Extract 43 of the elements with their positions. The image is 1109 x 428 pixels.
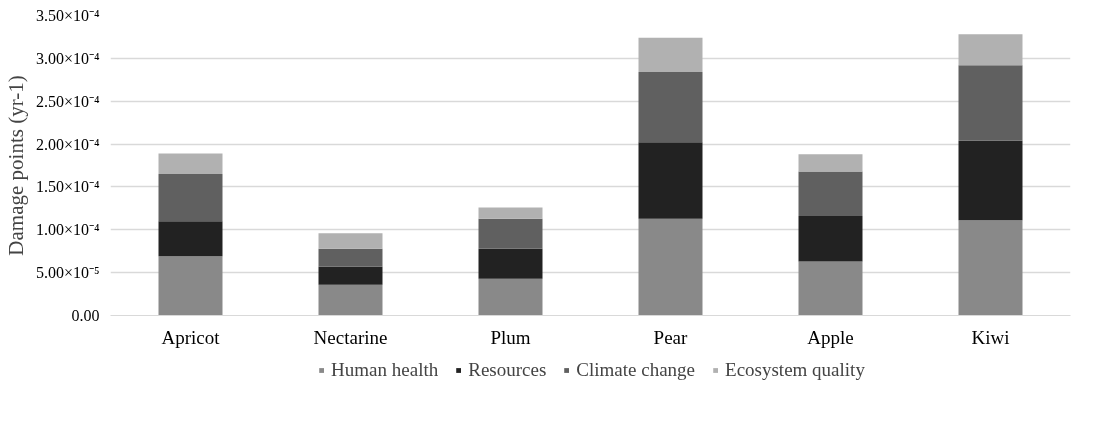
bar xyxy=(158,221,223,257)
bar xyxy=(478,218,543,249)
bar xyxy=(958,65,1023,141)
y-tick-label: 2.50×10⁻⁴ xyxy=(35,92,100,110)
bar xyxy=(318,233,383,249)
bar xyxy=(158,153,223,175)
bar xyxy=(318,248,383,267)
y-tick-label: 0.00 xyxy=(71,307,100,324)
bar xyxy=(958,34,1023,66)
bar xyxy=(318,266,383,285)
x-tick-label: Apricot xyxy=(161,326,221,348)
bar xyxy=(798,171,863,217)
y-tick-label: 1.50×10⁻⁴ xyxy=(35,178,100,196)
bar xyxy=(158,174,223,222)
bar xyxy=(958,140,1023,221)
y-tick-label: 2.00×10⁻⁴ xyxy=(35,135,100,153)
y-tick-label: 3.00×10⁻⁴ xyxy=(35,49,100,67)
bar xyxy=(158,256,223,316)
legend-label: Climate change xyxy=(576,359,696,381)
bar xyxy=(638,218,703,316)
x-tick-label: Apple xyxy=(807,326,854,348)
x-tick-label: Plum xyxy=(490,326,531,348)
bar xyxy=(798,216,863,262)
x-tick-label: Kiwi xyxy=(971,326,1010,348)
bar xyxy=(638,37,703,73)
bar xyxy=(638,72,703,143)
bar xyxy=(638,142,703,219)
bar xyxy=(478,207,543,219)
bar xyxy=(478,248,543,279)
legend-label: Resources xyxy=(468,359,547,381)
x-tick-label: Nectarine xyxy=(313,326,388,348)
bar xyxy=(318,284,383,316)
y-tick-label: 5.00×10⁻⁵ xyxy=(35,264,100,282)
y-tick-label: 3.50×10⁻⁴ xyxy=(35,7,100,24)
legend-label: Ecosystem quality xyxy=(725,359,865,381)
y-tick-label: 1.00×10⁻⁴ xyxy=(35,221,100,239)
legend-label: Human health xyxy=(331,359,439,381)
y-axis-title: Damage points (yr-1) xyxy=(3,75,28,256)
bar xyxy=(478,278,543,316)
x-tick-label: Pear xyxy=(653,326,689,348)
bar xyxy=(798,154,863,172)
bar xyxy=(798,261,863,316)
bar xyxy=(958,220,1023,316)
